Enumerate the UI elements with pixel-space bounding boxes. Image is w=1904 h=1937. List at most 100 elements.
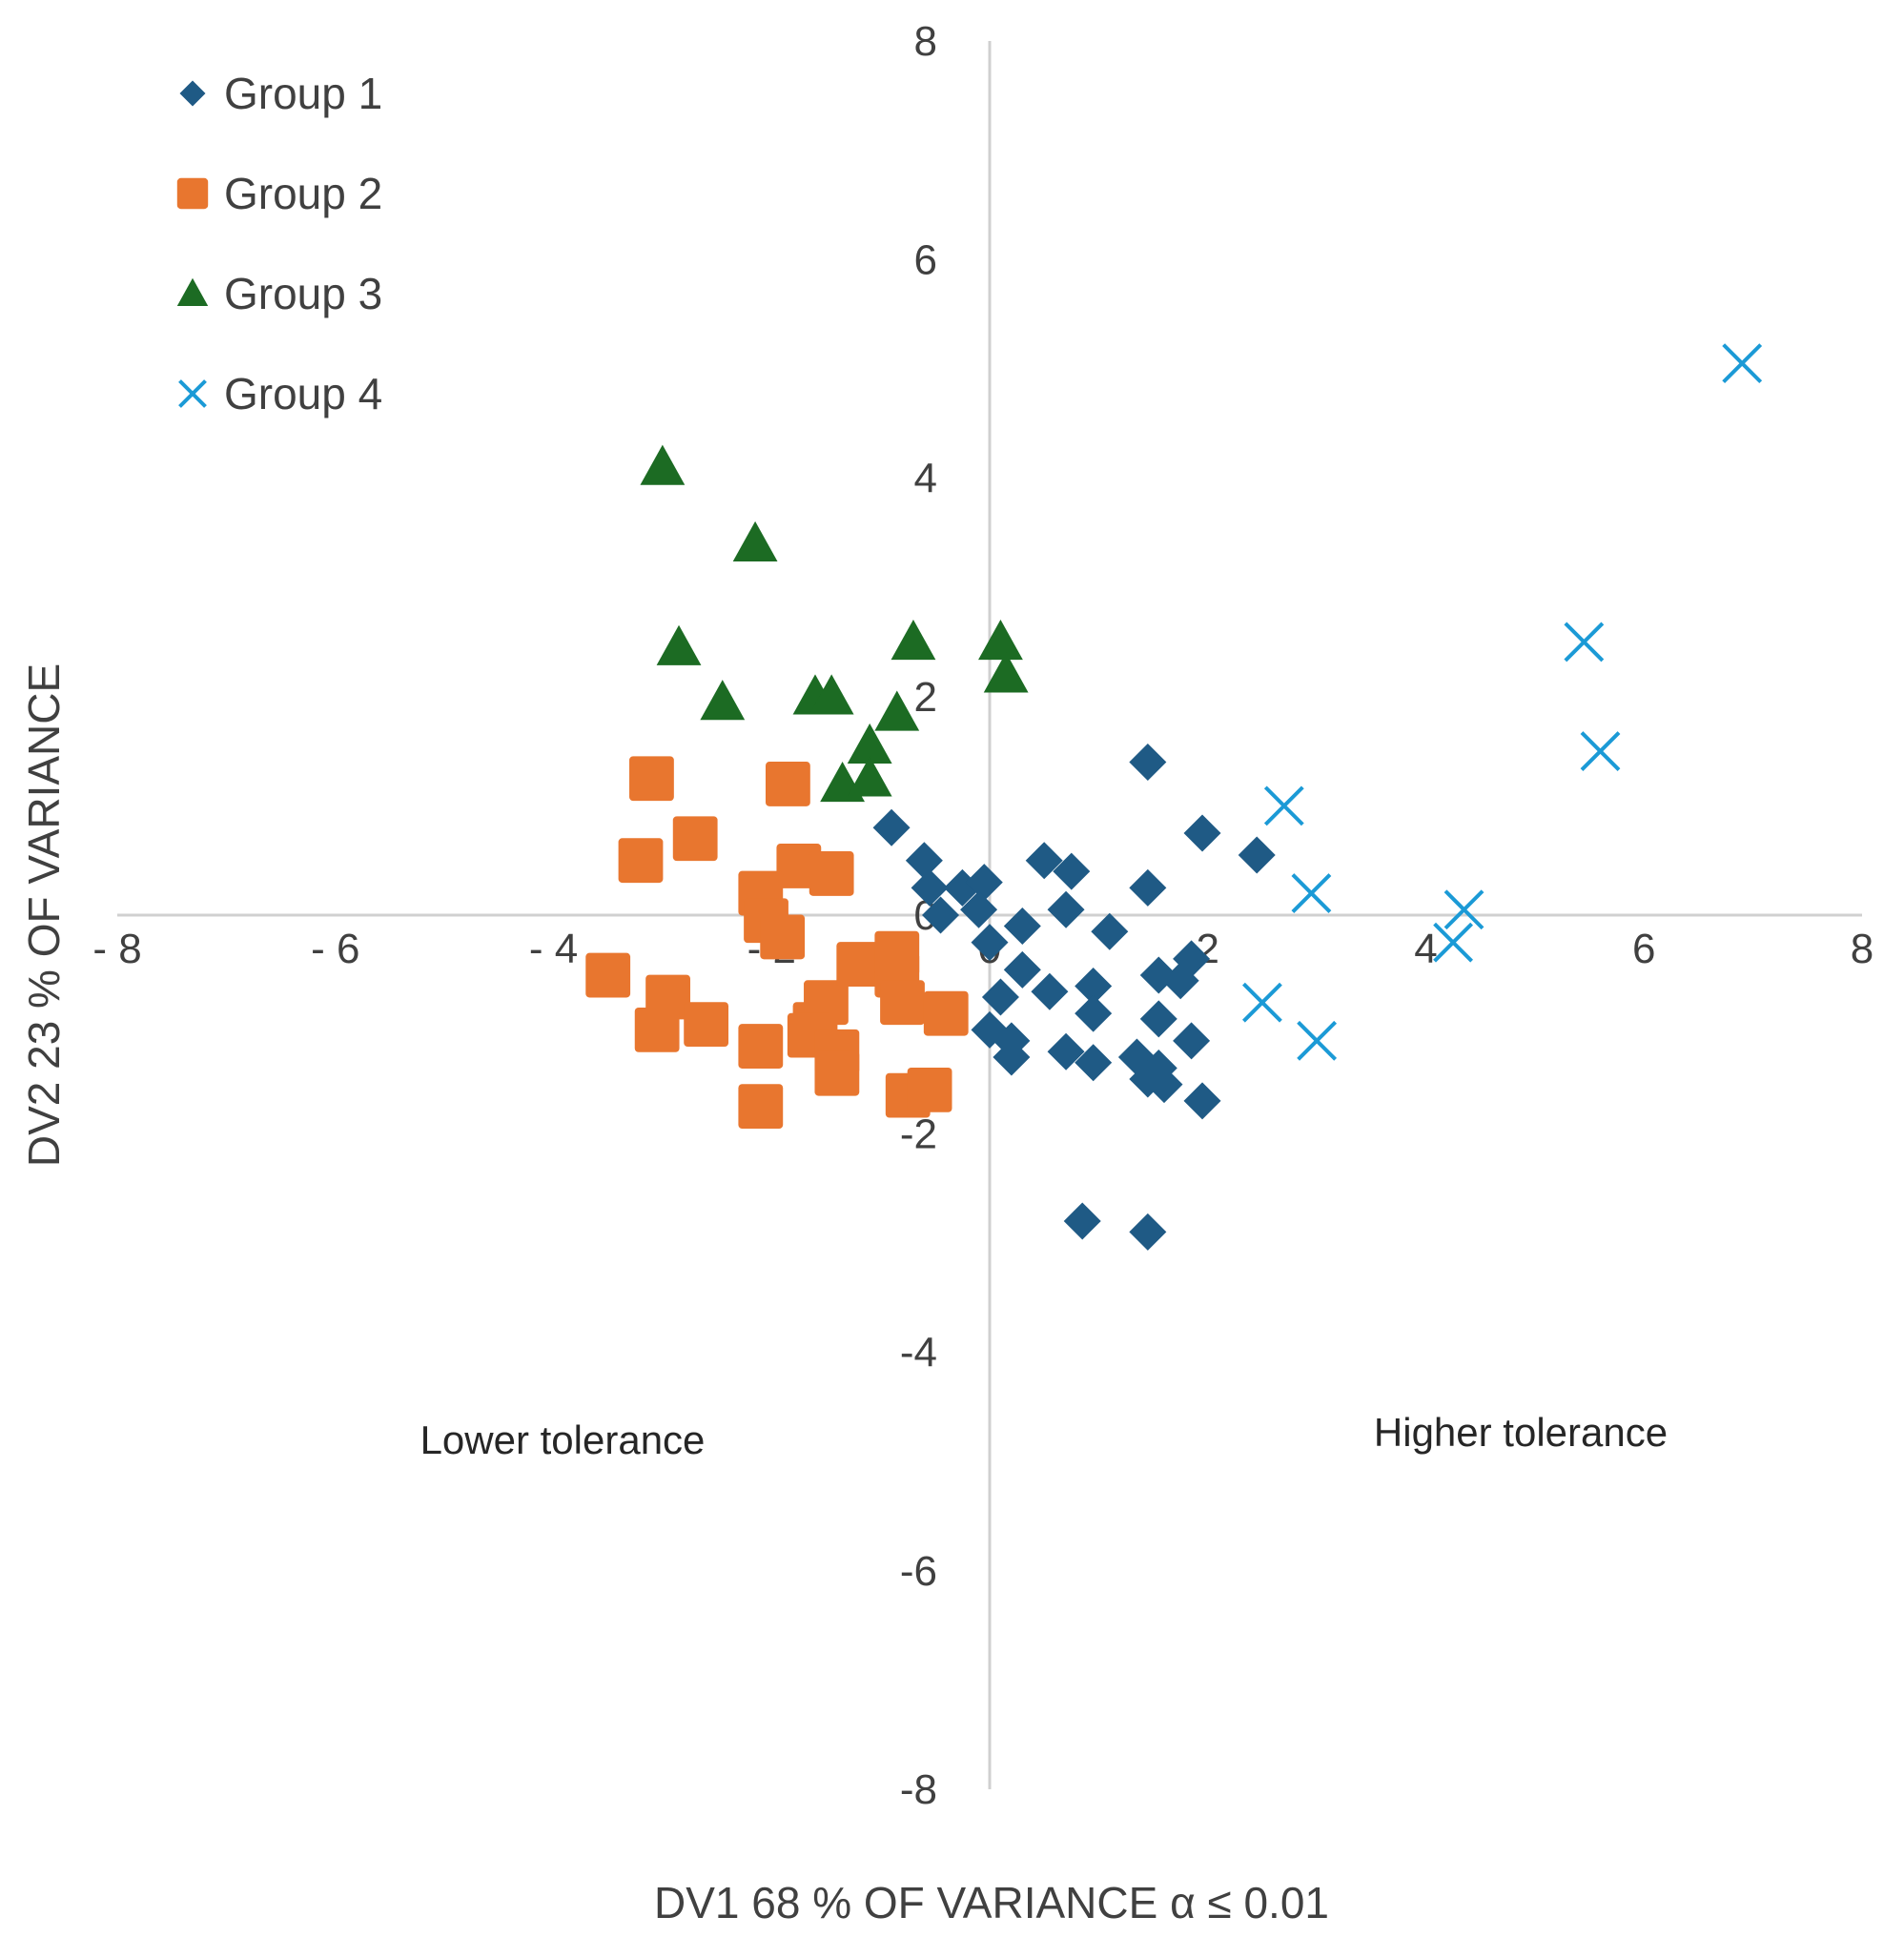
x-tick-label: 6 xyxy=(1632,926,1655,972)
data-point xyxy=(700,680,746,721)
data-point xyxy=(618,838,664,884)
data-point xyxy=(1129,744,1167,782)
data-point xyxy=(923,990,969,1036)
legend-item-2: Group 2 xyxy=(176,169,382,218)
data-point xyxy=(960,890,998,928)
data-point xyxy=(1145,1066,1183,1104)
data-point xyxy=(1297,1020,1338,1061)
data-point xyxy=(1564,622,1605,663)
legend: Group 1 Group 2 Group 3 Group 4 xyxy=(176,69,382,418)
series-3 xyxy=(640,444,1029,803)
data-point xyxy=(1003,950,1041,989)
data-point xyxy=(847,723,892,765)
data-point xyxy=(1031,972,1069,1010)
data-point xyxy=(1053,852,1091,890)
series-4 xyxy=(1242,343,1763,1061)
annotation-higher-tolerance: Higher tolerance xyxy=(1374,1410,1668,1455)
data-point xyxy=(634,1007,680,1052)
data-point xyxy=(585,952,631,998)
data-point xyxy=(1047,890,1085,928)
data-point xyxy=(1075,968,1113,1006)
data-point xyxy=(993,1038,1031,1076)
data-point xyxy=(1025,842,1063,880)
data-point xyxy=(1242,982,1282,1023)
data-point xyxy=(983,652,1029,693)
x-tick-label: - 4 xyxy=(529,926,578,972)
data-point xyxy=(1183,814,1221,852)
data-point xyxy=(874,690,920,731)
data-point xyxy=(738,1024,784,1069)
data-point xyxy=(684,1002,729,1048)
data-point xyxy=(891,620,936,661)
legend-label: Group 2 xyxy=(224,169,382,218)
y-tick-label: -2 xyxy=(900,1111,937,1157)
data-point xyxy=(981,978,1019,1016)
data-point xyxy=(629,756,674,802)
legend-item-1: Group 1 xyxy=(179,69,382,118)
data-point xyxy=(971,924,1009,962)
data-point xyxy=(814,1050,860,1096)
series-2 xyxy=(585,756,969,1129)
y-tick-label: 8 xyxy=(914,18,937,65)
y-tick-label: 2 xyxy=(914,674,937,721)
points-layer xyxy=(585,343,1763,1251)
x-axis-title: DV1 68 % OF VARIANCE α ≤ 0.01 xyxy=(654,1878,1329,1927)
data-point xyxy=(1291,873,1332,913)
legend-label: Group 1 xyxy=(224,69,382,118)
data-point xyxy=(1091,912,1129,950)
data-point xyxy=(1063,1202,1101,1240)
series-1 xyxy=(872,744,1276,1251)
legend-marker xyxy=(179,80,206,107)
data-point xyxy=(1129,1213,1167,1251)
data-point xyxy=(907,1068,952,1112)
y-tick-label: 4 xyxy=(914,456,937,502)
legend-label: Group 4 xyxy=(224,369,382,418)
data-point xyxy=(1075,994,1113,1032)
y-tick-label: -6 xyxy=(900,1548,937,1595)
data-point xyxy=(766,762,810,806)
data-point xyxy=(809,851,854,896)
y-tick-label: -4 xyxy=(900,1330,937,1376)
data-point xyxy=(732,520,778,561)
data-point xyxy=(1238,836,1276,874)
x-tick-label: - 8 xyxy=(92,926,141,972)
data-point xyxy=(1443,889,1484,930)
data-point xyxy=(1183,1082,1221,1120)
data-point xyxy=(922,896,960,934)
y-tick-label: 6 xyxy=(914,236,937,283)
data-point xyxy=(738,1084,784,1129)
data-point xyxy=(880,980,925,1026)
data-point xyxy=(911,868,949,907)
data-point xyxy=(1161,962,1199,1000)
y-axis-title: DV2 23 % OF VARIANCE xyxy=(19,663,69,1167)
data-point xyxy=(656,624,702,665)
legend-marker xyxy=(176,177,209,210)
data-point xyxy=(905,842,943,880)
data-point xyxy=(1129,868,1167,907)
annotation-lower-tolerance: Lower tolerance xyxy=(420,1417,706,1462)
data-point xyxy=(978,620,1023,661)
data-point xyxy=(1580,731,1621,771)
data-point xyxy=(847,756,892,797)
legend-item-4: Group 4 xyxy=(178,369,382,418)
legend-marker xyxy=(178,379,207,408)
legend-label: Group 3 xyxy=(224,269,382,318)
data-point xyxy=(836,942,882,987)
data-point xyxy=(672,816,718,862)
legend-item-3: Group 3 xyxy=(176,269,382,318)
data-point xyxy=(1139,1000,1177,1038)
data-point xyxy=(1003,907,1041,945)
legend-marker xyxy=(176,277,209,306)
data-point xyxy=(1263,785,1304,826)
data-point xyxy=(874,930,920,976)
data-point xyxy=(809,674,854,715)
data-point xyxy=(1722,343,1763,384)
data-point xyxy=(1433,922,1474,963)
y-tick-label: -8 xyxy=(900,1766,937,1813)
data-point xyxy=(640,444,686,485)
x-tick-label: 4 xyxy=(1414,926,1437,972)
data-point xyxy=(872,808,911,846)
x-tick-label: 8 xyxy=(1851,926,1873,972)
data-point xyxy=(1173,1022,1211,1060)
